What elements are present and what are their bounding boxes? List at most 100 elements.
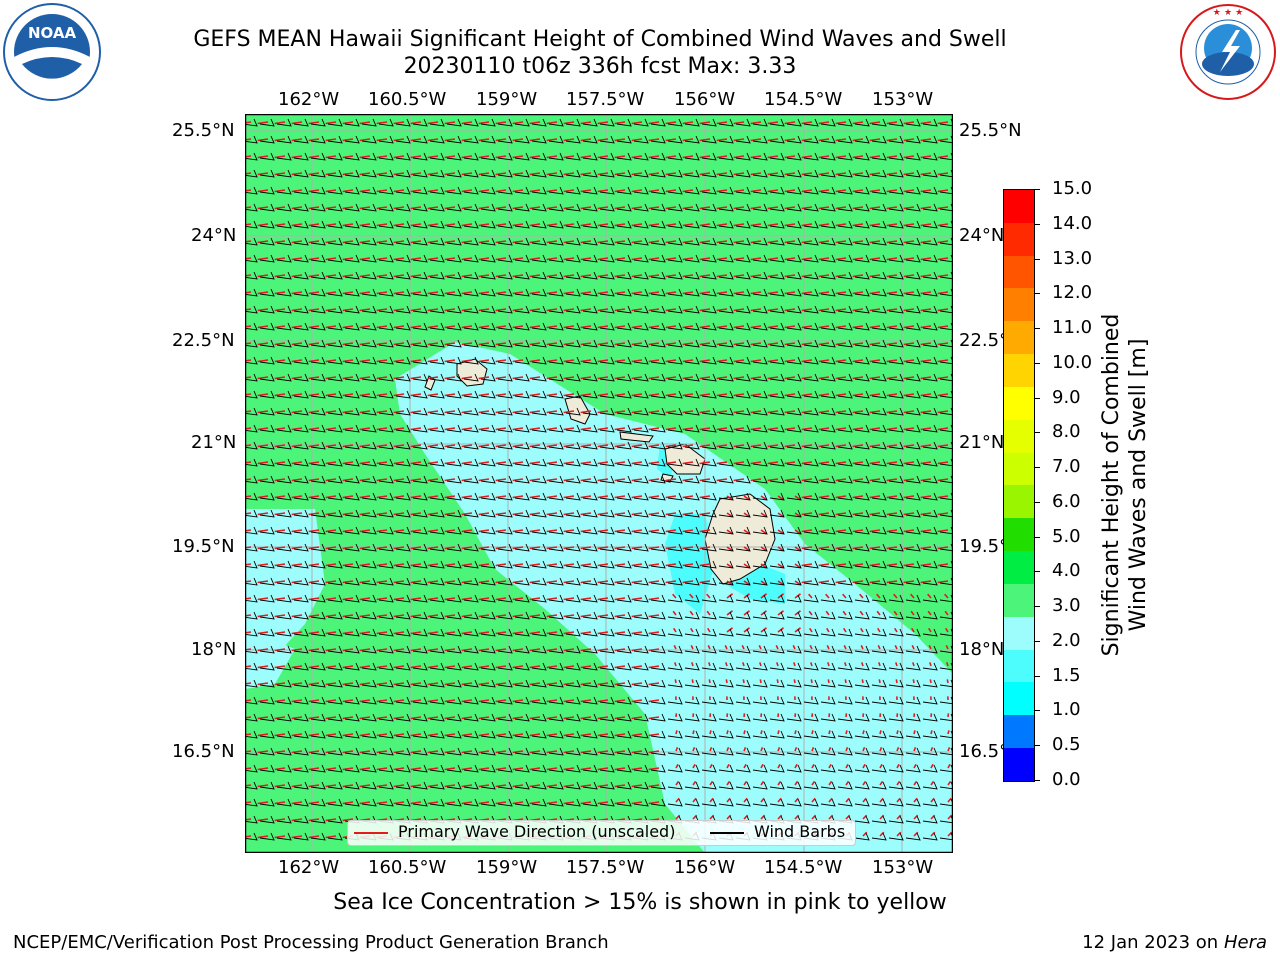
wave-direction-arrow <box>631 478 643 482</box>
wave-direction-arrow <box>478 257 490 261</box>
wave-direction-arrow <box>444 376 456 380</box>
wave-direction-arrow <box>274 376 286 380</box>
wave-direction-arrow <box>376 597 388 601</box>
wave-direction-arrow <box>648 240 660 244</box>
wind-barb <box>395 254 411 263</box>
wave-direction-arrow <box>291 274 303 278</box>
wave-direction-arrow <box>410 546 422 550</box>
wave-direction-arrow <box>274 495 286 499</box>
wave-direction-arrow <box>342 376 354 380</box>
wave-direction-arrow <box>911 627 915 633</box>
wind-barb <box>888 662 904 671</box>
wave-direction-arrow <box>257 240 269 244</box>
wave-direction-arrow <box>818 359 830 363</box>
wind-barb <box>888 645 904 654</box>
wave-direction-arrow <box>308 308 320 312</box>
wave-direction-arrow <box>410 733 422 737</box>
wind-barb <box>735 458 751 467</box>
wind-barb <box>752 220 768 229</box>
wave-direction-arrow <box>750 427 762 431</box>
wind-barb <box>871 815 887 824</box>
wind-barb <box>752 492 768 501</box>
wave-direction-arrow <box>308 274 320 278</box>
wave-direction-arrow <box>410 155 422 159</box>
wind-barb <box>922 407 938 416</box>
wind-barb <box>650 203 666 212</box>
wave-direction-arrow <box>410 631 422 635</box>
wave-direction-arrow <box>743 747 747 752</box>
wind-barb <box>735 645 751 654</box>
wave-direction-arrow <box>529 461 541 465</box>
wind-barb <box>616 322 632 331</box>
wave-direction-arrow <box>818 138 830 142</box>
wind-barb <box>752 373 768 382</box>
wave-direction-arrow <box>886 410 898 414</box>
wave-direction-arrow <box>342 784 354 788</box>
wind-barb <box>735 577 751 586</box>
wave-direction-arrow <box>597 257 609 261</box>
wave-direction-arrow <box>359 325 371 329</box>
wave-direction-arrow <box>689 593 694 599</box>
wind-barb <box>922 798 938 807</box>
wind-barb <box>701 560 717 569</box>
wind-barb <box>769 186 785 195</box>
wind-barb <box>769 407 785 416</box>
wave-direction-arrow <box>777 730 780 735</box>
wind-barb <box>735 730 751 739</box>
wind-barb <box>582 645 598 654</box>
wind-barb <box>327 169 343 178</box>
wave-direction-arrow <box>597 716 609 720</box>
wave-direction-arrow <box>546 359 558 363</box>
wind-barb <box>837 526 853 535</box>
wind-barb <box>531 475 547 484</box>
wind-barb <box>480 356 496 365</box>
wave-direction-arrow <box>308 223 320 227</box>
wind-barb <box>888 492 904 501</box>
wave-direction-arrow <box>777 780 782 786</box>
lat-tick-right: 21°N <box>959 432 1005 453</box>
wave-direction-arrow <box>682 223 694 227</box>
wind-barb <box>429 730 445 739</box>
wave-direction-arrow <box>760 627 767 633</box>
wave-direction-arrow <box>342 291 354 295</box>
wind-barb <box>395 730 411 739</box>
wind-barb <box>497 713 513 722</box>
lat-tick-left: 22.5°N <box>172 330 235 351</box>
wind-barb <box>871 169 887 178</box>
wind-barb <box>276 662 292 671</box>
wave-direction-arrow <box>461 495 473 499</box>
colorbar-segment <box>1004 518 1034 552</box>
wind-barb <box>259 645 275 654</box>
wind-barb <box>854 543 870 552</box>
wave-direction-arrow <box>427 665 439 669</box>
wave-direction-arrow <box>274 257 286 261</box>
wind-barb <box>667 747 683 756</box>
wind-barb <box>259 424 275 433</box>
wind-barb <box>293 764 309 773</box>
wave-direction-arrow <box>580 155 592 159</box>
wind-barb <box>718 560 734 569</box>
wave-direction-arrow <box>614 138 626 142</box>
wave-direction-arrow <box>580 716 592 720</box>
wave-direction-arrow <box>614 393 626 397</box>
wave-direction-arrow <box>546 206 558 210</box>
wind-barb <box>667 713 683 722</box>
wave-direction-arrow <box>692 780 697 786</box>
wave-direction-arrow <box>675 763 679 769</box>
wind-barb <box>463 203 479 212</box>
wind-barb <box>429 458 445 467</box>
wave-direction-arrow <box>393 376 405 380</box>
wave-direction-arrow <box>825 610 830 616</box>
wave-direction-arrow <box>546 138 558 142</box>
lon-tick-bottom: 160.5°W <box>368 857 447 878</box>
wind-barb <box>633 152 649 161</box>
wind-barb <box>548 407 564 416</box>
wind-barb <box>565 254 581 263</box>
wind-barb <box>446 339 462 348</box>
wave-direction-arrow <box>393 427 405 431</box>
colorbar-segment <box>1004 222 1034 256</box>
wind-barb <box>837 169 853 178</box>
wind-barb <box>701 407 717 416</box>
wind-barb <box>769 322 785 331</box>
wind-barb <box>922 475 938 484</box>
